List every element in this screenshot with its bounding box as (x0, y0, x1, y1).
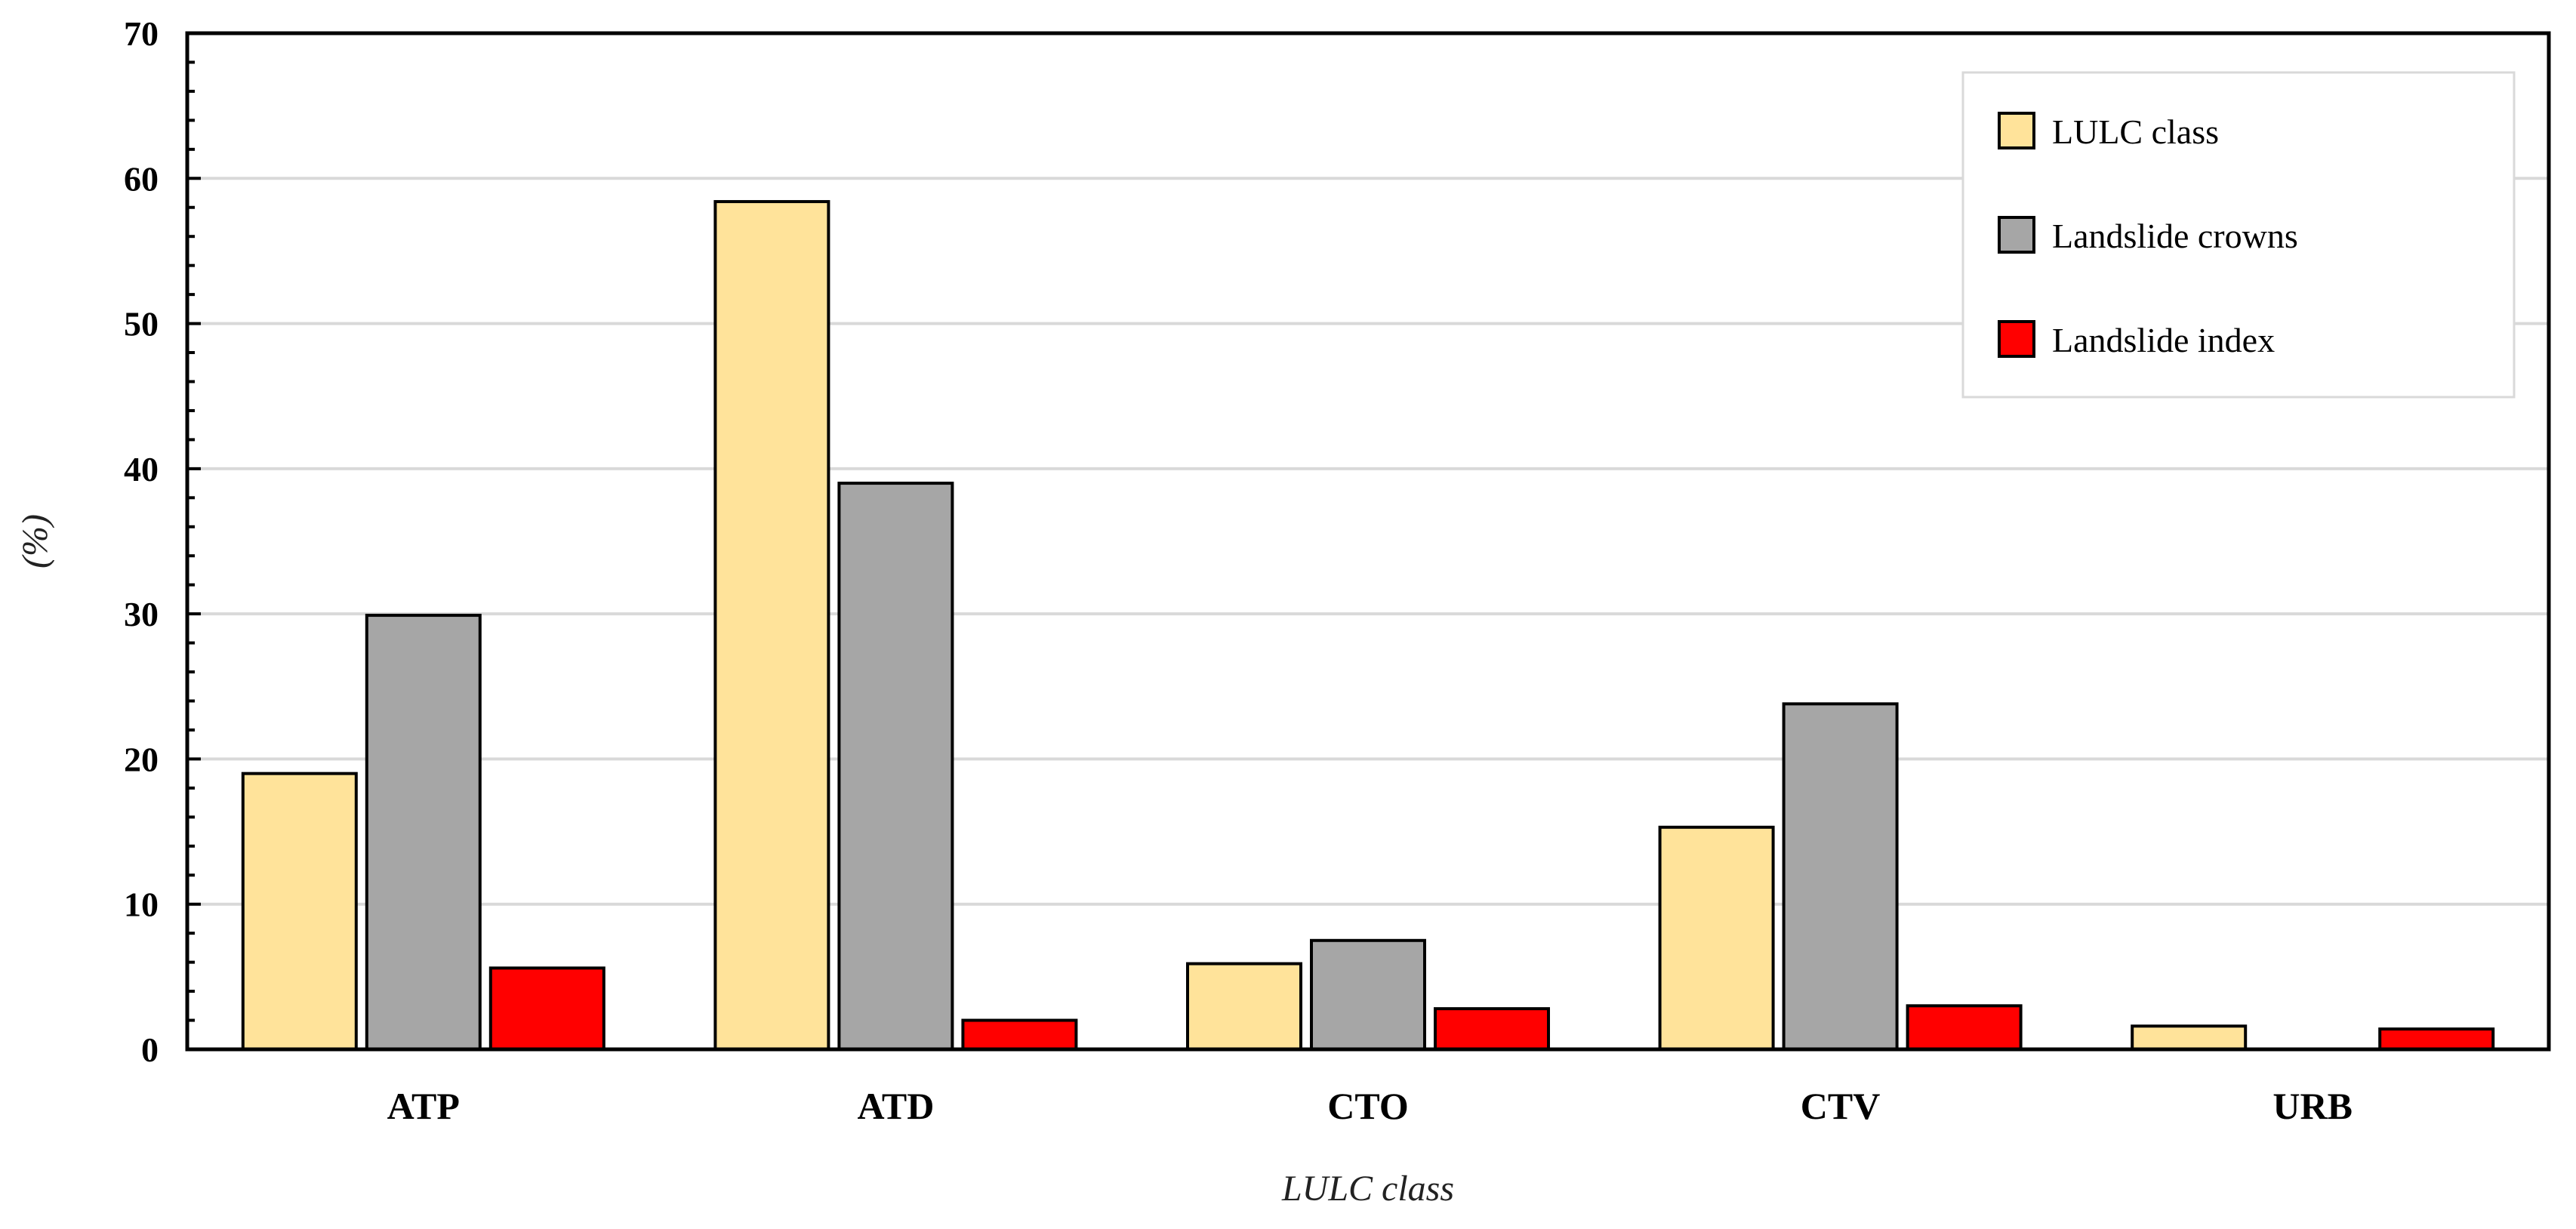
legend-swatch-lulc-class (1998, 112, 2035, 149)
bars (241, 200, 2495, 1052)
y-tick-label: 70 (124, 14, 159, 53)
y-tick-label: 30 (124, 595, 159, 633)
legend-swatch-landslide-index (1998, 320, 2035, 358)
y-axis-minor-ticks (187, 32, 201, 1051)
plot-area-frame (185, 31, 2551, 1052)
x-axis-tick-labels: ATP ATD CTO CTV URB (387, 1085, 2353, 1127)
bar-atp-landslide-index (488, 966, 605, 1051)
legend-label-landslide-crowns: Landslide crowns (2052, 217, 2298, 255)
legend-label-landslide-index: Landslide index (2052, 321, 2275, 359)
bar-cto-landslide-index (1434, 1007, 1550, 1052)
x-tick-label: ATD (857, 1085, 934, 1127)
legend: LULC class Landslide crowns Landslide inde… (1961, 71, 2516, 399)
y-axis-tick-labels: 0 10 20 30 40 50 60 70 (124, 14, 159, 1069)
legend-label-lulc-class: LULC class (2052, 112, 2219, 151)
y-tick-label: 40 (124, 450, 159, 488)
x-tick-label: ATP (387, 1085, 460, 1127)
bar-urb-lulc-class (2131, 1024, 2248, 1051)
legend-swatch-landslide-crowns (1998, 216, 2035, 254)
gridlines (187, 177, 2549, 906)
x-axis-title: LULC class (1281, 1169, 1454, 1209)
bar-cto-landslide-crowns (1310, 938, 1426, 1052)
legend-box (1961, 71, 2516, 399)
bar-cto-lulc-class (1186, 962, 1302, 1051)
y-tick-label: 10 (124, 886, 159, 924)
bar-ctv-landslide-index (1906, 1004, 2023, 1052)
x-tick-label: CTO (1327, 1085, 1408, 1127)
y-tick-label: 20 (124, 740, 159, 778)
bar-atd-landslide-crowns (837, 482, 954, 1051)
y-tick-label: 50 (124, 305, 159, 343)
bar-urb-landslide-index (2378, 1027, 2495, 1051)
x-tick-label: CTV (1801, 1085, 1881, 1127)
bar-atd-landslide-index (961, 1018, 1078, 1051)
bar-atd-lulc-class (713, 200, 830, 1052)
y-axis-title: (%) (15, 514, 55, 568)
x-tick-label: URB (2272, 1085, 2353, 1127)
bar-ctv-lulc-class (1658, 825, 1775, 1051)
y-tick-label: 0 (141, 1030, 159, 1069)
bar-atp-landslide-crowns (365, 614, 482, 1051)
bar-ctv-landslide-crowns (1782, 702, 1899, 1051)
bar-atp-lulc-class (241, 772, 358, 1051)
y-tick-label: 60 (124, 159, 159, 198)
